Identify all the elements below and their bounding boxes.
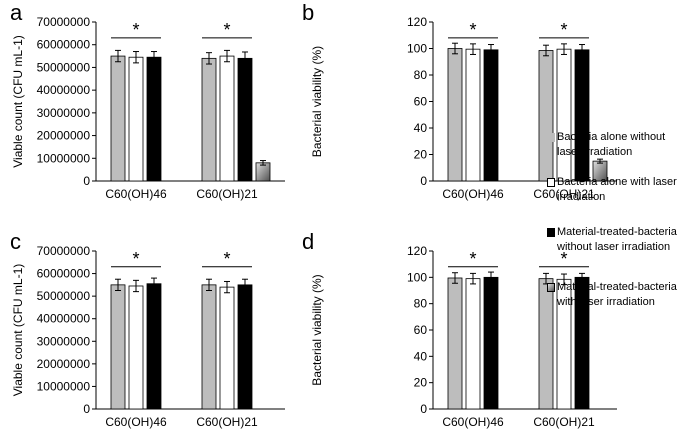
significance-star: * [223, 20, 230, 40]
legend-swatch-1 [547, 133, 555, 142]
legend-label-3: Material-treated-bacteria without laser … [557, 226, 677, 253]
bar-series-3-0 [483, 49, 499, 182]
bar-series-3-0 [483, 276, 499, 410]
y-tick-label: 120 [407, 244, 427, 258]
bar-series-2-0 [128, 56, 144, 182]
y-tick-label: 30000000 [37, 106, 91, 120]
y-tick-label: 50000000 [37, 289, 91, 303]
y-tick-label: 0 [83, 402, 90, 416]
x-category-label: C60(OH)21 [196, 415, 258, 429]
legend-swatch-3 [547, 228, 555, 237]
significance-star: * [223, 249, 230, 269]
x-category-label: C60(OH)21 [533, 187, 595, 201]
panel-letter: b [302, 0, 314, 25]
y-tick-label: 20000000 [37, 357, 91, 371]
chart-panel-c: c 0 10000000 20000000 30000000 40000000 500000… [10, 229, 285, 429]
significance-star: * [469, 20, 476, 40]
y-tick-label: 10000000 [37, 151, 91, 165]
y-tick-label: 40 [414, 121, 428, 135]
legend-label-2: Bacteria alone with laser irradiation [557, 176, 677, 203]
x-category-label: C60(OH)46 [442, 415, 504, 429]
y-tick-label: 70000000 [37, 15, 91, 29]
y-tick-label: 10000000 [37, 379, 91, 393]
bar-series-2-0 [465, 48, 481, 182]
y-tick-label: 60 [414, 323, 428, 337]
y-axis-label: Viable count (CFU mL-1) [11, 264, 25, 397]
y-tick-label: 0 [420, 174, 427, 188]
y-tick-label: 50000000 [37, 60, 91, 74]
y-tick-label: 70000000 [37, 244, 91, 258]
legend-swatch-4 [547, 283, 555, 292]
bar-series-2-1 [556, 48, 572, 182]
bar-series-2-0 [465, 278, 481, 410]
panel-letter: a [10, 0, 23, 25]
bar-series-1-0 [110, 284, 126, 410]
significance-star: * [469, 249, 476, 269]
bar-series-3-0 [146, 56, 162, 182]
bar-series-3-1 [237, 57, 253, 182]
x-category-label: C60(OH)46 [105, 187, 167, 201]
y-axis-label: Bacterial viability (%) [310, 46, 324, 157]
legend-label-4: Material-treated-bacteria with laser irr… [557, 281, 677, 308]
bar-series-1-1 [201, 57, 217, 182]
bar-series-1-1 [538, 278, 554, 410]
bar-series-1-0 [447, 48, 463, 182]
bar-series-3-0 [146, 283, 162, 410]
bar-series-1-0 [110, 55, 126, 182]
y-tick-label: 20000000 [37, 129, 91, 143]
y-tick-label: 30000000 [37, 334, 91, 348]
panel-letter: c [10, 229, 21, 254]
bar-series-2-0 [128, 285, 144, 410]
y-tick-label: 100 [407, 270, 427, 284]
x-category-label: C60(OH)46 [442, 187, 504, 201]
significance-star: * [132, 20, 139, 40]
y-tick-label: 60000000 [37, 38, 91, 52]
y-tick-label: 80 [414, 68, 428, 82]
bar-series-1-1 [538, 50, 554, 182]
x-category-label: C60(OH)21 [533, 415, 595, 429]
x-category-label: C60(OH)46 [105, 415, 167, 429]
y-axis-label: Bacterial viability (%) [310, 274, 324, 385]
significance-star: * [560, 20, 567, 40]
y-tick-label: 0 [420, 402, 427, 416]
chart-panel-d: d 0 20 40 60 80 100 120 Bacterial viability (%) *… [302, 229, 617, 429]
bar-series-1-1 [201, 284, 217, 410]
y-axis-label: Viable count (CFU mL-1) [11, 35, 25, 168]
bar-series-2-1 [219, 55, 235, 182]
bar-series-3-1 [574, 49, 590, 182]
y-tick-label: 120 [407, 15, 427, 29]
significance-star: * [132, 249, 139, 269]
chart-panel-a: a 0 10000000 20000000 30000000 40000000 500000… [10, 0, 285, 201]
y-tick-label: 0 [83, 174, 90, 188]
y-tick-label: 60000000 [37, 267, 91, 281]
bar-series-3-1 [237, 284, 253, 410]
chart-panel-b: b 0 20 40 60 80 100 120 Bacterial viability (%) *… [302, 0, 617, 201]
legend-swatch-2 [547, 178, 555, 187]
significance-star: * [560, 249, 567, 269]
y-tick-label: 20 [414, 376, 428, 390]
y-tick-label: 60 [414, 95, 428, 109]
legend-label-1: Bacteria alone without laser irradiation [557, 131, 666, 158]
bar-series-1-0 [447, 277, 463, 410]
y-tick-label: 100 [407, 42, 427, 56]
panel-letter: d [302, 229, 314, 254]
y-tick-label: 40 [414, 349, 428, 363]
bar-series-2-1 [219, 286, 235, 410]
y-tick-label: 80 [414, 297, 428, 311]
y-tick-label: 40000000 [37, 312, 91, 326]
x-category-label: C60(OH)21 [196, 187, 258, 201]
y-tick-label: 20 [414, 148, 428, 162]
y-tick-label: 40000000 [37, 83, 91, 97]
